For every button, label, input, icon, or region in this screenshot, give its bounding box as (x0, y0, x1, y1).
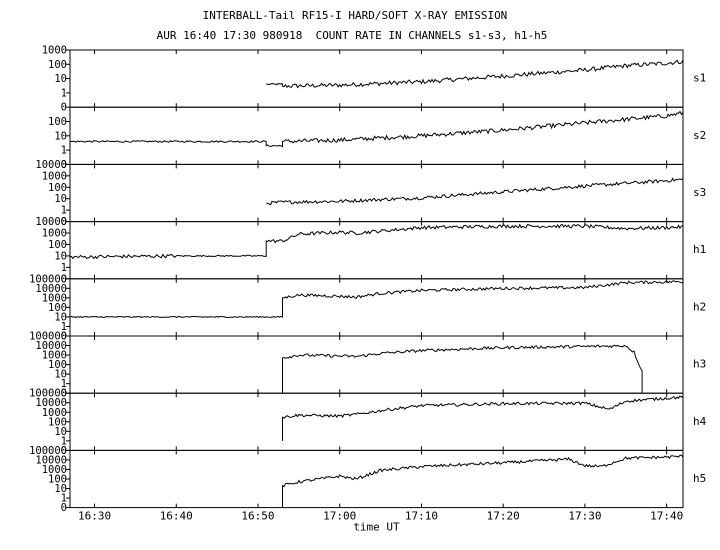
y-tick-label-h3: 0 (61, 388, 67, 400)
y-tick-label-s1: 100 (48, 59, 67, 71)
panel-label-s3: s3 (693, 186, 706, 199)
y-tick-label-h5: 0 (61, 502, 67, 514)
y-tick-label-h2: 100 (48, 302, 67, 314)
series-line-h4 (282, 395, 684, 441)
panel-label-s2: s2 (693, 129, 706, 142)
y-tick-label-h3: 100000 (29, 331, 67, 343)
y-tick-label-h2: 10 (54, 311, 67, 323)
y-tick-label-h3: 1 (61, 378, 67, 390)
x-tick-label: 16:50 (241, 510, 274, 523)
y-tick-label-s2: 100 (48, 116, 67, 128)
panel-label-h1: h1 (693, 243, 706, 256)
y-tick-label-h5: 100 (48, 474, 67, 486)
panel-frame-h3 (69, 335, 684, 394)
panel-frame-h4 (69, 392, 684, 451)
y-tick-label-s1: 10 (54, 73, 67, 85)
y-tick-label-s1: 1 (61, 87, 67, 99)
y-tick-label-h4: 10 (54, 426, 67, 438)
y-tick-label-s3: 100 (48, 182, 67, 194)
y-tick-label-h1: 100 (48, 239, 67, 251)
panel-frame-h5 (69, 449, 684, 509)
y-tick-label-h3: 100 (48, 359, 67, 371)
panel-frame-s1 (69, 49, 684, 108)
series-line-s1 (266, 59, 684, 89)
series-line-s2 (70, 110, 684, 148)
y-tick-label-s3: 1000 (42, 170, 67, 182)
y-tick-label-h4: 100000 (29, 388, 67, 400)
series-line-h1 (69, 223, 684, 260)
y-tick-label-s1: 1000 (42, 45, 67, 57)
y-tick-label-h4: 1 (61, 435, 67, 447)
series-line-s3 (266, 177, 684, 206)
y-tick-label-h5: 1 (61, 493, 67, 505)
x-tick-label: 17:20 (487, 510, 520, 523)
x-tick-label: 17:30 (568, 510, 601, 523)
y-tick-label-h2: 100000 (29, 273, 67, 285)
y-tick-label-s2: 10 (54, 130, 67, 142)
y-tick-label-s3: 10 (54, 193, 67, 205)
y-tick-label-h4: 100 (48, 416, 67, 428)
x-tick-label: 17:40 (650, 510, 683, 523)
y-tick-label-h4: 1000 (42, 407, 67, 419)
y-tick-label-h4: 0 (61, 445, 67, 457)
series-line-h2 (69, 280, 684, 319)
y-tick-label-h3: 10000 (35, 340, 67, 352)
y-tick-label-s2: 0 (61, 159, 67, 171)
y-tick-label-s3: 10000 (35, 159, 67, 171)
chart-subtitle: AUR 16:40 17:30 980918 COUNT RATE IN CHA… (156, 29, 548, 42)
y-tick-label-h4: 10000 (35, 397, 67, 409)
series-line-h3 (282, 344, 643, 394)
y-tick-label-h1: 1 (61, 262, 67, 274)
y-tick-label-s3: 0 (61, 216, 67, 228)
y-tick-label-s3: 1 (61, 205, 67, 217)
x-tick-label: 17:00 (323, 510, 356, 523)
chart-title: INTERBALL-Tail RF15-I HARD/SOFT X-RAY EM… (202, 9, 508, 22)
x-tick-label: 16:30 (78, 510, 111, 523)
y-tick-label-h2: 1000 (42, 292, 67, 304)
x-axis-label: time UT (353, 521, 400, 534)
panel-label-h3: h3 (693, 358, 706, 371)
panel-frame-h1 (69, 221, 684, 280)
y-tick-label-h1: 0 (61, 273, 67, 285)
y-tick-label-h2: 0 (61, 331, 67, 343)
panel-label-h5: h5 (693, 472, 706, 485)
panel-frame-s2 (69, 106, 684, 165)
x-tick-label: 17:10 (405, 510, 438, 523)
x-tick-label: 16:40 (160, 510, 193, 523)
y-tick-label-s1: 0 (61, 102, 67, 114)
y-tick-label-h2: 1 (61, 321, 67, 333)
y-tick-label-h1: 10 (54, 250, 67, 262)
panel-label-h4: h4 (693, 415, 707, 428)
y-tick-label-h5: 1000 (42, 464, 67, 476)
y-tick-label-s2: 1 (61, 145, 67, 157)
y-tick-label-h3: 10 (54, 369, 67, 381)
y-tick-label-h5: 10000 (35, 454, 67, 466)
y-tick-label-h1: 1000 (42, 228, 67, 240)
y-tick-label-h2: 10000 (35, 283, 67, 295)
panel-frame-h2 (69, 278, 684, 337)
y-tick-label-h5: 100000 (29, 445, 67, 457)
y-tick-label-h5: 10 (54, 483, 67, 495)
y-tick-label-h3: 1000 (42, 350, 67, 362)
panel-frame-s3 (69, 163, 684, 223)
panel-label-h2: h2 (693, 300, 706, 313)
series-line-h5 (282, 454, 684, 508)
panel-label-s1: s1 (693, 72, 706, 85)
y-tick-label-h1: 10000 (35, 216, 67, 228)
